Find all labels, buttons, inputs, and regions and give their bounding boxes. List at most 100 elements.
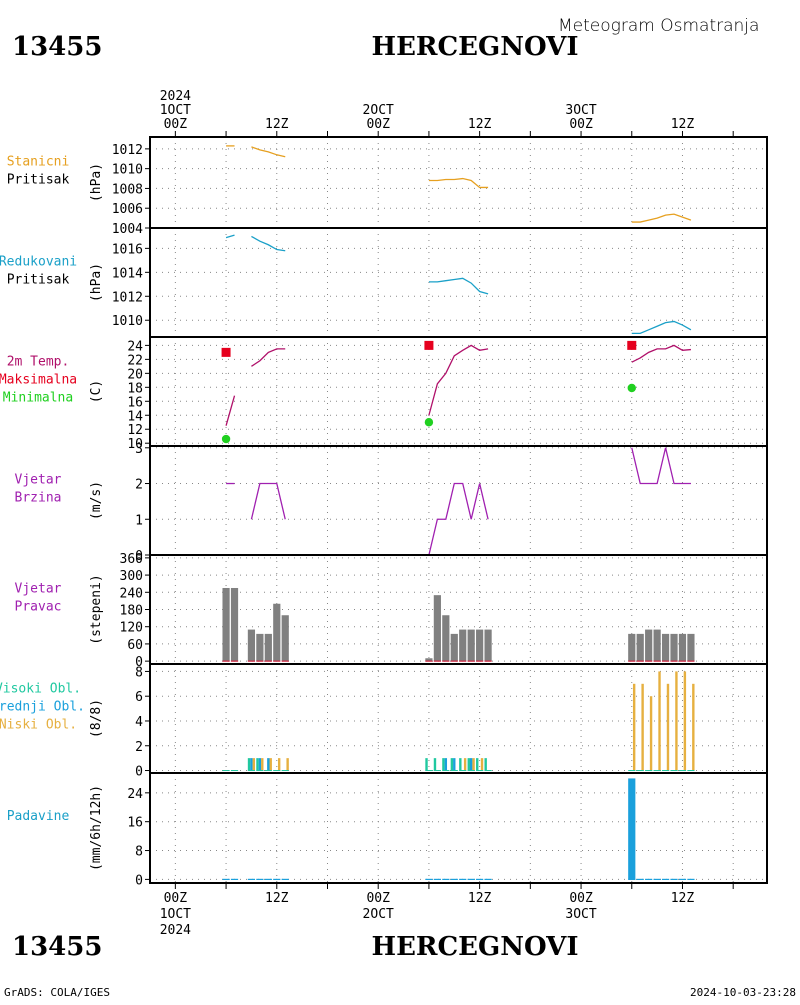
top-time-label: 00Z	[164, 117, 188, 132]
series-line	[428, 277, 489, 295]
wind-direction-bar	[645, 629, 653, 662]
wind-direction-bar	[222, 587, 230, 662]
plot-area	[226, 145, 692, 223]
low-cloud-bar	[632, 683, 636, 771]
top-time-label: 1OCT	[160, 103, 191, 118]
panel-title-line: Vjetar	[15, 582, 62, 597]
top-time-label: 12Z	[468, 117, 492, 132]
plot-area	[222, 671, 695, 772]
mid-cloud-bar	[453, 758, 456, 771]
y-axis-label: (8/8)	[89, 699, 104, 738]
tmin-marker	[424, 418, 434, 427]
top-time-label: 00Z	[569, 117, 593, 132]
y-tick-label: 16	[127, 816, 143, 831]
wind-direction-bar	[425, 658, 433, 662]
wind-direction-bar	[636, 633, 644, 662]
y-tick-label: 360	[120, 552, 143, 567]
wind-direction-bar	[628, 633, 636, 662]
y-axis-label: (m/s)	[89, 481, 104, 520]
panel-title-line: Niski Obl.	[0, 718, 77, 733]
y-tick-label: 1010	[112, 163, 143, 178]
render-timestamp: 2024-10-03-23:28	[690, 986, 796, 999]
panel-title-line: Pritisak	[7, 173, 70, 188]
wind-direction-bar	[442, 615, 450, 662]
panel-title-line: Maksimalna	[0, 373, 77, 388]
y-tick-label: 10	[127, 437, 143, 452]
low-cloud-bar	[692, 683, 695, 771]
mid-cloud-bar	[250, 758, 253, 771]
meteogram-subtitle: Meteogram Osmatranja	[558, 16, 759, 36]
panel-title-line: Redukovani	[0, 255, 77, 270]
y-tick-label: 0	[135, 873, 143, 888]
y-tick-label: 60	[127, 638, 143, 653]
y-tick-label: 16	[127, 395, 143, 410]
plot-area	[221, 340, 691, 444]
wind-direction-bar	[450, 633, 458, 662]
wind-direction-bar	[433, 595, 441, 662]
panel-frame	[149, 445, 768, 556]
bottom-time-label: 1OCT	[160, 907, 191, 922]
y-tick-label: 1006	[112, 202, 143, 217]
y-tick-label: 12	[127, 423, 143, 438]
wind-direction-bar	[476, 629, 484, 662]
wind-direction-bar	[281, 615, 289, 662]
station-id-top: 13455	[12, 32, 102, 62]
series-line	[428, 482, 489, 555]
wind-direction-bar	[661, 633, 670, 662]
y-tick-label: 2	[135, 740, 143, 755]
panel-title-line: Minimalna	[3, 391, 73, 406]
low-cloud-bar	[463, 758, 467, 771]
y-axis-label: (C)	[89, 380, 104, 403]
tmax-marker	[221, 347, 231, 357]
wind-direction-bar	[678, 633, 687, 662]
series-line	[631, 344, 691, 363]
high-cloud-bar	[433, 758, 437, 771]
high-cloud-bar	[442, 758, 445, 771]
panel-title-line: 2m Temp.	[7, 355, 70, 370]
plot-area	[226, 447, 691, 555]
y-tick-label: 2	[135, 478, 143, 493]
low-cloud-bar	[277, 758, 281, 771]
panel-wind-direction: 0 60 120 180 240 300 360 (stepeni) Vjetar Pravac	[15, 552, 768, 670]
y-tick-label: 1012	[112, 290, 143, 305]
y-tick-label: 0	[135, 765, 143, 780]
y-tick-label: 120	[120, 621, 143, 636]
bottom-time-label: 3OCT	[565, 907, 596, 922]
y-tick-label: 4	[135, 715, 143, 730]
high-cloud-bar	[476, 758, 479, 771]
wind-direction-bar	[459, 629, 467, 662]
top-time-label: 3OCT	[565, 103, 596, 118]
y-tick-label: 1	[135, 513, 143, 528]
grid	[150, 773, 767, 883]
wind-direction-bar	[264, 633, 272, 662]
top-time-label: 12Z	[671, 117, 695, 132]
y-tick-label: 180	[120, 604, 143, 619]
top-time-label: 12Z	[265, 117, 289, 132]
panel-title-line: Visoki Obl.	[0, 682, 81, 697]
panel-precipitation: 0 8 16 24 (mm/6h/12h) Padavine	[7, 772, 768, 888]
series-line	[251, 348, 286, 367]
panel-title-line: Padavine	[7, 809, 70, 824]
tmin-marker	[221, 434, 231, 444]
mid-cloud-bar	[267, 758, 270, 771]
panel-title-line: Pritisak	[7, 273, 70, 288]
y-tick-label: 20	[127, 367, 143, 382]
top-time-label: 2024	[160, 89, 191, 104]
wind-direction-bar	[467, 629, 475, 662]
y-tick-label: 1008	[112, 182, 143, 197]
low-cloud-bar	[269, 758, 272, 771]
high-cloud-bar	[256, 758, 259, 771]
series-line	[251, 146, 286, 158]
grid	[150, 664, 767, 773]
y-tick-label: 0	[135, 549, 143, 564]
y-tick-label: 24	[127, 787, 143, 802]
panel-station-pressure: 1004 1006 1008 1010 1012 (hPa) Stanicni Pritisa…	[7, 136, 768, 237]
y-tick-label: 24	[127, 339, 143, 354]
station-name-top: HERCEGNOVI	[372, 32, 579, 62]
series-line	[251, 235, 286, 252]
high-cloud-bar	[425, 758, 428, 771]
panel-title-line: Vjetar	[15, 473, 62, 488]
tmax-marker	[424, 340, 434, 350]
mid-cloud-bar	[258, 758, 262, 771]
low-cloud-bar	[472, 758, 475, 771]
